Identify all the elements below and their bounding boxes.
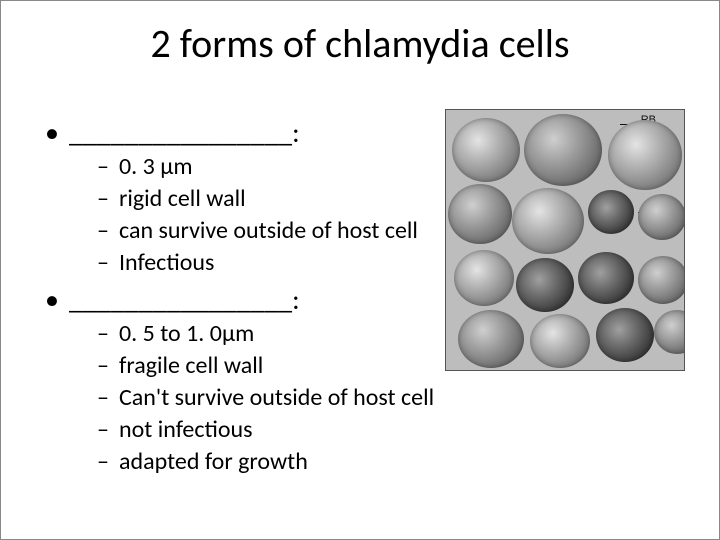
cell-shape: [654, 310, 685, 354]
cell-shape: [588, 190, 634, 234]
cell-shape: [516, 258, 574, 312]
list-item: not infectious: [41, 415, 681, 445]
cell-shape: [524, 114, 602, 186]
slide: 2 forms of chlamydia cells _____________…: [0, 0, 720, 540]
cell-shape: [454, 250, 514, 306]
cell-shape: [638, 256, 685, 304]
cell-shape: [608, 120, 682, 190]
cell-shape: [452, 118, 520, 182]
cell-shape: [448, 184, 512, 244]
cell-shape: [458, 310, 524, 368]
slide-title: 2 forms of chlamydia cells: [1, 19, 719, 68]
cell-shape: [530, 314, 590, 368]
cell-shape: [578, 252, 634, 304]
cell-shape: [596, 308, 654, 362]
list-item: Can't survive outside of host cell: [41, 383, 681, 413]
micrograph-figure: RB EB: [445, 109, 685, 371]
cell-shape: [512, 188, 584, 254]
list-item: adapted for growth: [41, 447, 681, 477]
cell-shape: [638, 194, 685, 240]
